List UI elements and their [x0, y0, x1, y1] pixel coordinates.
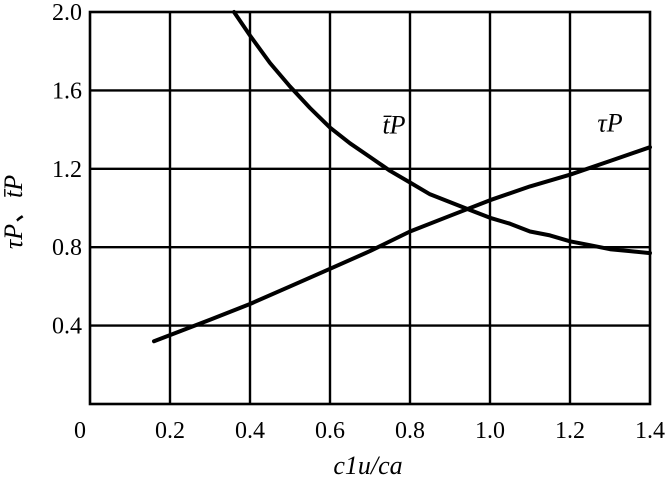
- x-tick-label: 0.4: [235, 418, 265, 444]
- y-axis-label: τP、t̄P: [0, 175, 28, 249]
- series-line-t-bar-p: [232, 10, 652, 256]
- x-tick-label: 0.8: [395, 418, 425, 444]
- series-group: [152, 10, 652, 344]
- y-tick-label: 1.6: [52, 78, 82, 104]
- x-tick-label: 0.2: [155, 418, 185, 444]
- x-tick-label: 1.2: [555, 418, 585, 444]
- y-tick-label: 0.8: [52, 235, 82, 261]
- series-label: τP: [597, 109, 622, 138]
- y-tick-label: 1.2: [52, 157, 82, 183]
- plot-frame: [88, 10, 652, 406]
- series-line-tau-p: [152, 145, 652, 344]
- series-label: t̄P: [382, 111, 405, 140]
- grid: [90, 12, 650, 404]
- y-tick-label: 0.4: [52, 314, 82, 340]
- tick-labels: 0 0.2 0.4 0.6 0.8 1.0 1.2 1.4 0.4 0.8 1.2 1.6 2.0: [52, 0, 665, 444]
- x-tick-label: 0.6: [315, 418, 345, 444]
- y-tick-label: 2.0: [52, 0, 82, 26]
- x-tick-label: 0: [74, 418, 86, 444]
- series-labels: t̄P τP: [382, 109, 622, 140]
- x-tick-label: 1.4: [635, 418, 665, 444]
- x-axis-label: c1u/ca: [333, 451, 402, 480]
- x-tick-label: 1.0: [475, 418, 505, 444]
